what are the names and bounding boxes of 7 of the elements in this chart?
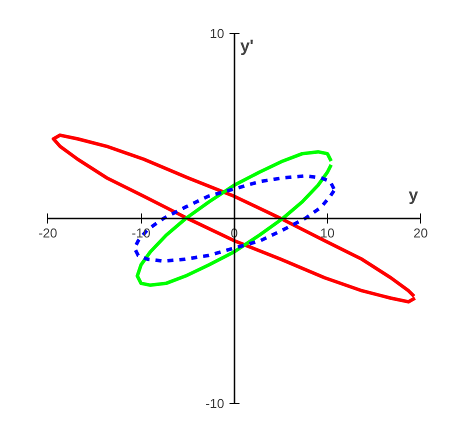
- y-axis-title: y': [240, 36, 254, 56]
- x-tick-label: 10: [320, 226, 335, 240]
- x-axis-title: y: [408, 186, 419, 204]
- line-series: [132, 174, 336, 263]
- x-tick-label: -10: [132, 226, 150, 240]
- x-tick-label: 20: [413, 226, 428, 240]
- x-tick-label: -20: [38, 226, 58, 240]
